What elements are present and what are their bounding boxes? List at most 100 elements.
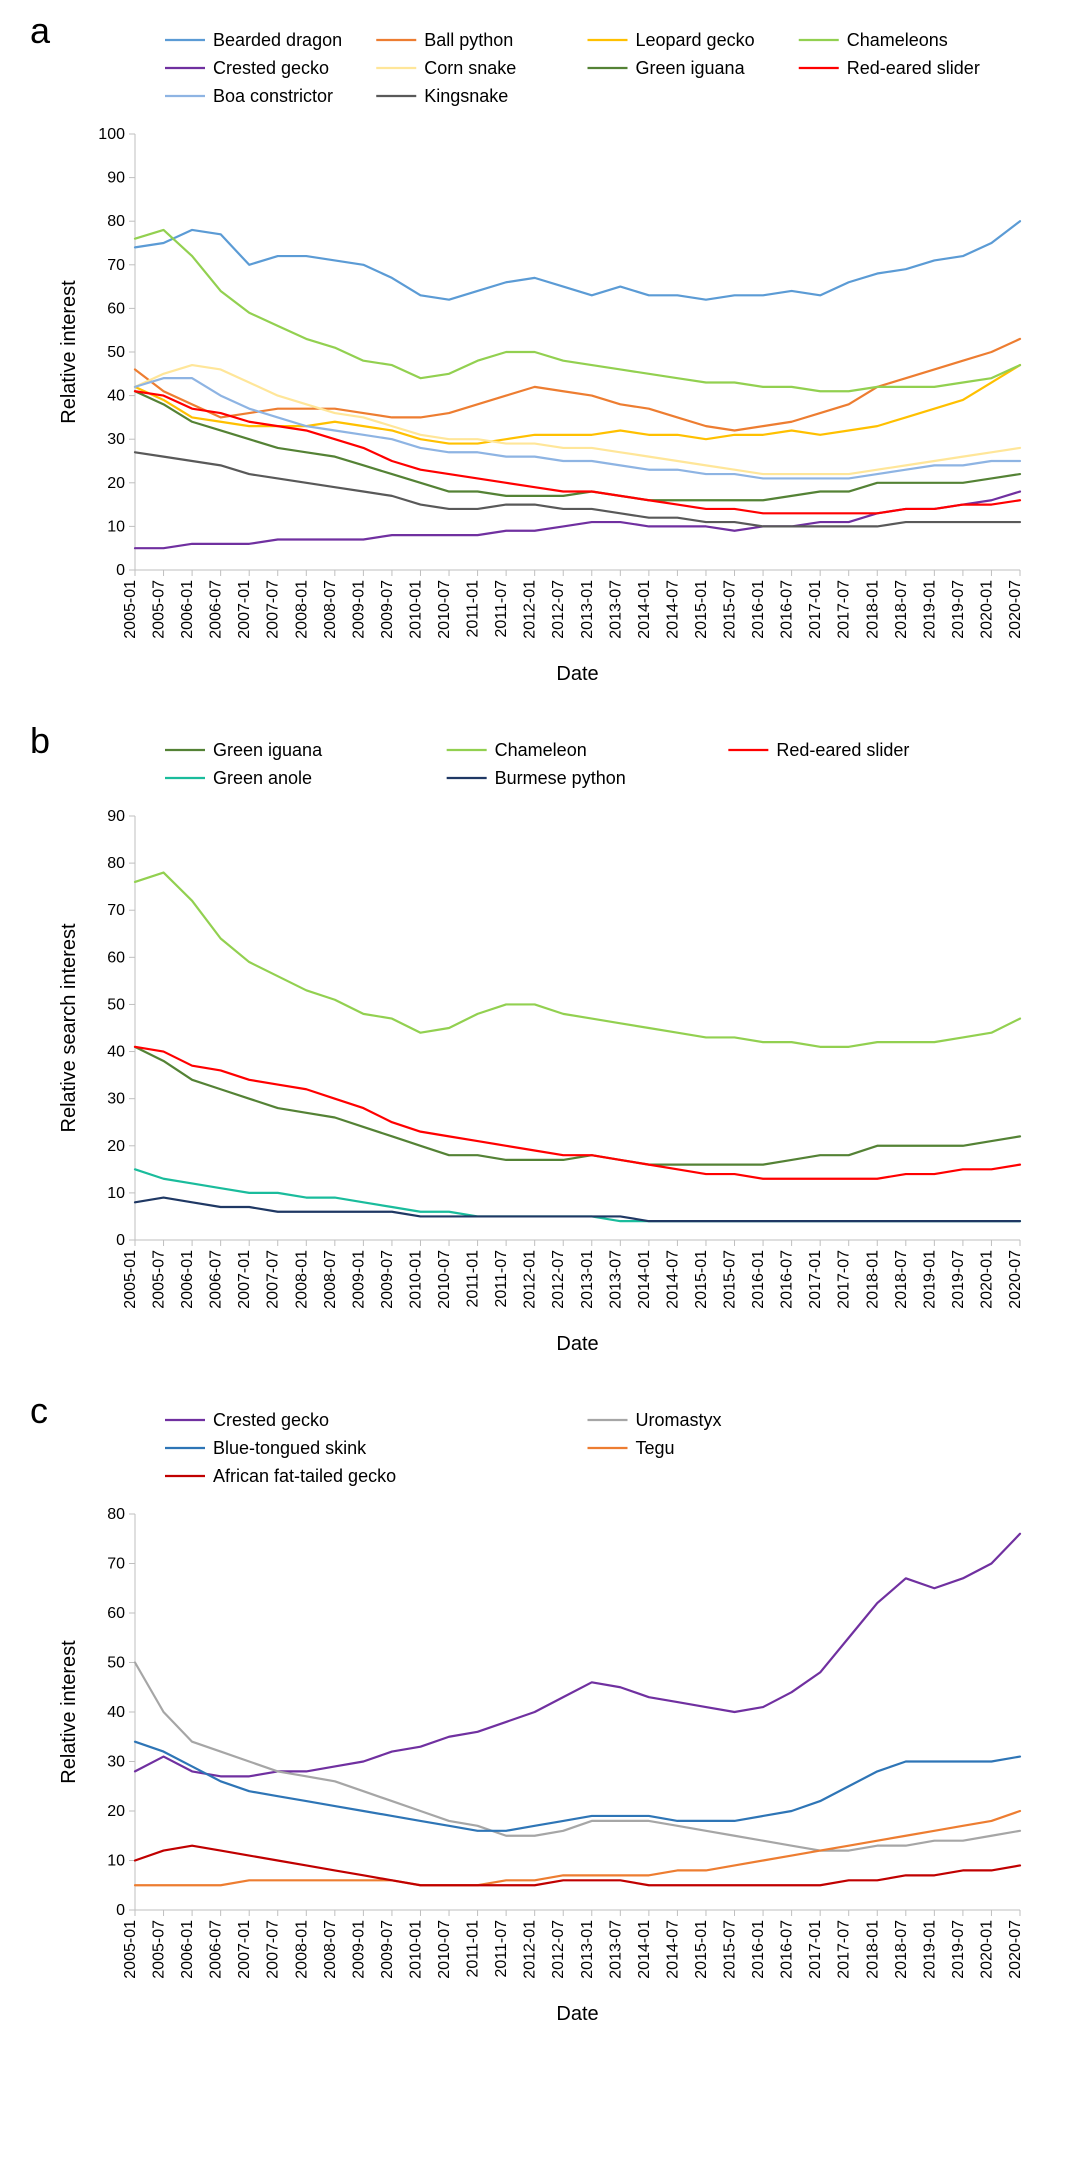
svg-text:2009-07: 2009-07 — [379, 1920, 396, 1979]
svg-text:2008-01: 2008-01 — [293, 1920, 310, 1979]
svg-text:2010-01: 2010-01 — [407, 580, 424, 639]
svg-text:2019-01: 2019-01 — [921, 580, 938, 639]
svg-text:2005-01: 2005-01 — [122, 1250, 139, 1309]
svg-text:2005-07: 2005-07 — [151, 1920, 168, 1979]
svg-text:2008-07: 2008-07 — [322, 1250, 339, 1309]
svg-text:Kingsnake: Kingsnake — [424, 86, 508, 106]
panel-c-label: c — [30, 1390, 48, 1432]
svg-text:2011-01: 2011-01 — [465, 580, 482, 638]
svg-text:Green anole: Green anole — [213, 768, 312, 788]
svg-text:2009-07: 2009-07 — [379, 1250, 396, 1309]
svg-text:2009-07: 2009-07 — [379, 580, 396, 639]
svg-text:2014-07: 2014-07 — [664, 1250, 681, 1309]
svg-text:70: 70 — [107, 257, 125, 274]
svg-text:2014-01: 2014-01 — [636, 580, 653, 639]
svg-text:2012-01: 2012-01 — [522, 1920, 539, 1979]
svg-text:Crested gecko: Crested gecko — [213, 1410, 329, 1430]
svg-text:2011-07: 2011-07 — [493, 1920, 510, 1978]
svg-text:Bearded dragon: Bearded dragon — [213, 30, 342, 50]
svg-text:2009-01: 2009-01 — [350, 1920, 367, 1979]
svg-text:40: 40 — [107, 388, 125, 405]
svg-text:0: 0 — [116, 1232, 125, 1249]
svg-text:2013-07: 2013-07 — [607, 580, 624, 639]
svg-text:2012-07: 2012-07 — [550, 580, 567, 639]
svg-text:2019-01: 2019-01 — [921, 1920, 938, 1979]
svg-text:Red-eared slider: Red-eared slider — [776, 740, 909, 760]
svg-text:2012-01: 2012-01 — [522, 1250, 539, 1309]
svg-text:60: 60 — [107, 1605, 125, 1622]
svg-text:90: 90 — [107, 808, 125, 825]
svg-text:Date: Date — [556, 663, 598, 685]
svg-text:2006-01: 2006-01 — [179, 1250, 196, 1309]
svg-text:2015-01: 2015-01 — [693, 1250, 710, 1309]
figure: a 01020304050607080901002005-012005-0720… — [0, 0, 1080, 2080]
svg-text:2014-01: 2014-01 — [636, 1250, 653, 1309]
svg-text:Date: Date — [556, 2003, 598, 2025]
svg-text:2007-01: 2007-01 — [236, 580, 253, 639]
svg-text:30: 30 — [107, 1754, 125, 1771]
svg-text:2016-01: 2016-01 — [750, 1920, 767, 1979]
svg-text:10: 10 — [107, 1853, 125, 1870]
svg-text:2020-01: 2020-01 — [978, 1250, 995, 1309]
svg-text:0: 0 — [116, 1902, 125, 1919]
svg-text:20: 20 — [107, 1138, 125, 1155]
svg-text:Red-eared slider: Red-eared slider — [847, 58, 980, 78]
svg-text:Relative interest: Relative interest — [58, 1640, 80, 1784]
svg-text:60: 60 — [107, 300, 125, 317]
svg-text:2015-01: 2015-01 — [693, 1920, 710, 1979]
svg-text:2017-07: 2017-07 — [836, 1920, 853, 1979]
svg-text:2019-07: 2019-07 — [950, 1920, 967, 1979]
chart-c: 010203040506070802005-012005-072006-0120… — [40, 1400, 1040, 2040]
svg-text:2013-01: 2013-01 — [579, 580, 596, 639]
svg-text:60: 60 — [107, 949, 125, 966]
svg-text:2008-01: 2008-01 — [293, 1250, 310, 1309]
svg-text:2007-01: 2007-01 — [236, 1250, 253, 1309]
chart-a: 01020304050607080901002005-012005-072006… — [40, 20, 1040, 700]
svg-text:2018-07: 2018-07 — [893, 1920, 910, 1979]
svg-text:30: 30 — [107, 431, 125, 448]
svg-text:2018-01: 2018-01 — [864, 1920, 881, 1979]
panel-a: a 01020304050607080901002005-012005-0720… — [40, 20, 1040, 700]
svg-text:2007-07: 2007-07 — [265, 1250, 282, 1309]
svg-text:2018-07: 2018-07 — [893, 580, 910, 639]
svg-text:2011-01: 2011-01 — [465, 1920, 482, 1978]
svg-text:Ball python: Ball python — [424, 30, 513, 50]
svg-text:2007-07: 2007-07 — [265, 580, 282, 639]
svg-text:2017-07: 2017-07 — [836, 580, 853, 639]
svg-text:2005-01: 2005-01 — [122, 580, 139, 639]
svg-text:Blue-tongued skink: Blue-tongued skink — [213, 1438, 367, 1458]
svg-text:2011-07: 2011-07 — [493, 580, 510, 638]
svg-text:2010-07: 2010-07 — [436, 1920, 453, 1979]
svg-text:2018-01: 2018-01 — [864, 580, 881, 639]
svg-text:2009-01: 2009-01 — [350, 580, 367, 639]
svg-text:50: 50 — [107, 996, 125, 1013]
svg-text:20: 20 — [107, 1803, 125, 1820]
svg-text:70: 70 — [107, 902, 125, 919]
svg-text:2006-01: 2006-01 — [179, 580, 196, 639]
svg-text:Boa constrictor: Boa constrictor — [213, 86, 333, 106]
svg-text:2019-07: 2019-07 — [950, 1250, 967, 1309]
svg-text:10: 10 — [107, 1185, 125, 1202]
svg-text:2020-07: 2020-07 — [1007, 1250, 1024, 1309]
svg-text:2010-01: 2010-01 — [407, 1250, 424, 1309]
svg-text:2012-01: 2012-01 — [522, 580, 539, 639]
svg-text:80: 80 — [107, 855, 125, 872]
svg-text:2016-07: 2016-07 — [779, 1250, 796, 1309]
panel-b-label: b — [30, 720, 50, 762]
svg-text:2020-07: 2020-07 — [1007, 1920, 1024, 1979]
svg-text:2013-07: 2013-07 — [607, 1920, 624, 1979]
svg-text:2017-01: 2017-01 — [807, 580, 824, 639]
svg-text:2012-07: 2012-07 — [550, 1920, 567, 1979]
svg-text:2014-07: 2014-07 — [664, 1920, 681, 1979]
svg-text:2008-07: 2008-07 — [322, 580, 339, 639]
svg-text:80: 80 — [107, 1506, 125, 1523]
svg-text:2007-01: 2007-01 — [236, 1920, 253, 1979]
svg-text:70: 70 — [107, 1556, 125, 1573]
svg-text:2015-01: 2015-01 — [693, 580, 710, 639]
svg-text:2016-01: 2016-01 — [750, 1250, 767, 1309]
svg-text:2020-01: 2020-01 — [978, 580, 995, 639]
svg-text:Relative search interest: Relative search interest — [58, 923, 80, 1132]
svg-text:2006-07: 2006-07 — [208, 1250, 225, 1309]
svg-text:2008-07: 2008-07 — [322, 1920, 339, 1979]
svg-text:2019-01: 2019-01 — [921, 1250, 938, 1309]
